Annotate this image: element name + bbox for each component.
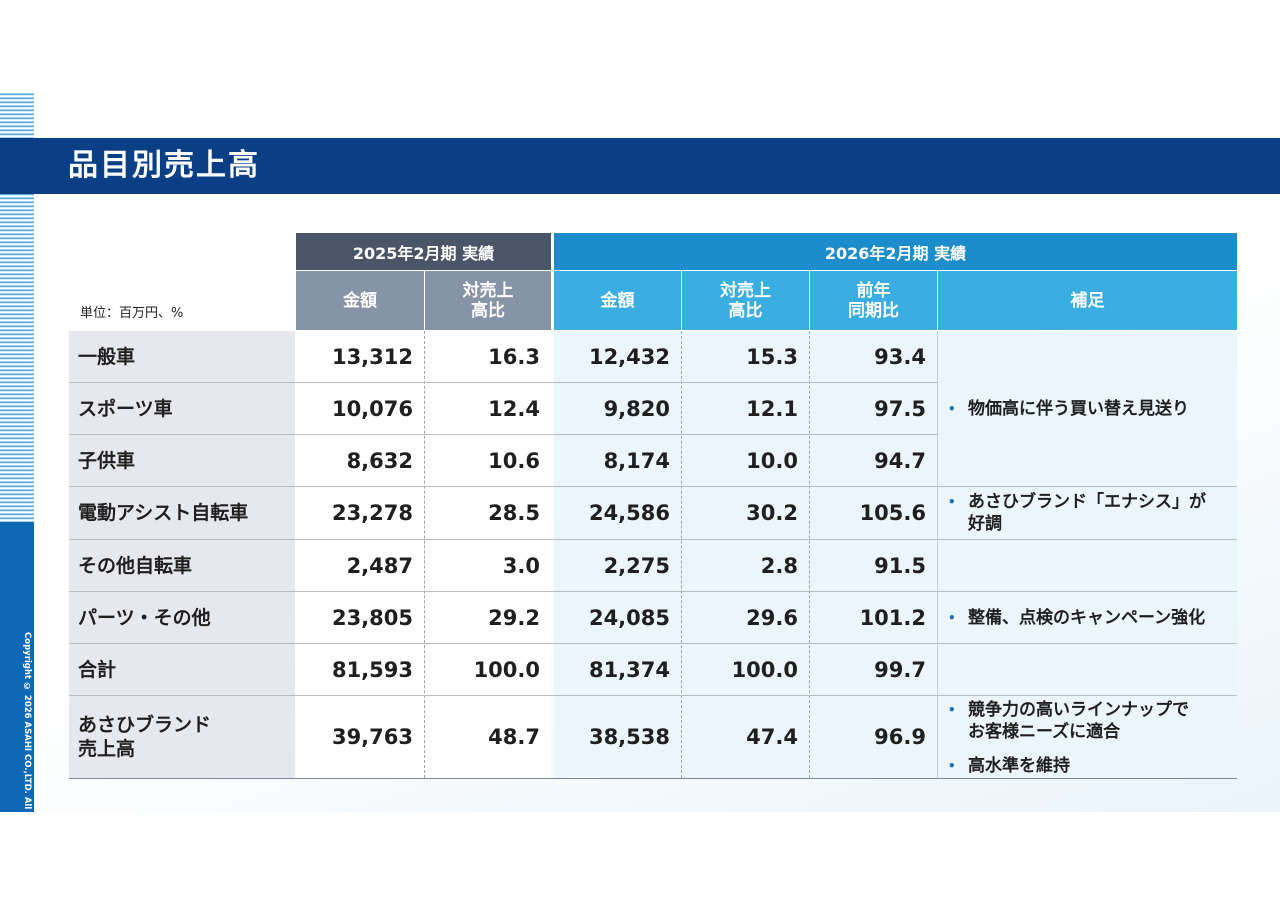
- yoy-ratio: 94.7: [874, 448, 926, 473]
- ratio-2025: 16.3: [488, 344, 540, 369]
- ratio-2026: 15.3: [746, 344, 798, 369]
- bullet-icon: •: [948, 703, 956, 717]
- ratio-2026: 47.4: [746, 725, 798, 749]
- column-divider: [681, 331, 682, 778]
- header-notes: 補足: [938, 271, 1237, 330]
- unit-label: 単位：百万円、%: [80, 306, 184, 321]
- amount-2025: 81,593: [331, 657, 413, 682]
- row-label: 子供車: [78, 449, 136, 472]
- ratio-2025: 28.5: [488, 501, 540, 525]
- ratio-2026: 29.6: [746, 605, 798, 630]
- ratio-2025: 48.7: [488, 725, 540, 749]
- amount-2025: 8,632: [346, 448, 413, 473]
- header-fy2025: 2025年2月期 実績: [296, 233, 551, 270]
- row-label-column: [69, 331, 295, 778]
- row-label: 一般車: [78, 345, 136, 368]
- amount-2026: 24,085: [588, 605, 670, 630]
- ratio-2026: 30.2: [746, 501, 798, 525]
- row-divider: [69, 382, 938, 383]
- note-item: • あさひブランド「エナシス」が 好調: [948, 492, 1206, 534]
- copyright-text: Copyright © 2026 ASAHI CO.,LTD. All Righ…: [22, 632, 32, 894]
- column-divider: [809, 331, 810, 778]
- amount-2026: 38,538: [588, 725, 670, 749]
- amount-2025: 10,076: [331, 396, 413, 421]
- row-divider: [69, 643, 1237, 644]
- ratio-2025: 3.0: [502, 553, 540, 578]
- note-item: • 整備、点検のキャンペーン強化: [948, 608, 1206, 628]
- fy2025-body: [296, 331, 551, 778]
- page-title: 品目別売上高: [68, 148, 260, 183]
- header-amount-2025: 金額: [296, 271, 424, 330]
- row-label: その他自転車: [78, 554, 193, 577]
- row-label: あさひブランド 売上高: [78, 714, 212, 760]
- amount-2026: 24,586: [588, 501, 670, 525]
- ratio-2026: 2.8: [760, 553, 798, 578]
- row-divider: [69, 591, 1237, 592]
- amount-2025: 13,312: [331, 344, 413, 369]
- header-yoy: 前年 同期比: [810, 271, 937, 330]
- bullet-icon: •: [948, 611, 956, 625]
- amount-2026: 9,820: [603, 396, 670, 421]
- title-bar: 品目別売上高: [0, 138, 1280, 194]
- amount-2025: 23,805: [331, 605, 413, 630]
- header-ratio-2025: 対売上 高比: [425, 271, 551, 330]
- column-divider: [424, 331, 425, 778]
- yoy-ratio: 96.9: [874, 725, 926, 749]
- row-divider: [69, 695, 1237, 696]
- yoy-ratio: 91.5: [874, 553, 926, 578]
- yoy-ratio: 99.7: [874, 657, 926, 682]
- row-label: スポーツ車: [78, 397, 173, 420]
- yoy-ratio: 93.4: [874, 344, 926, 369]
- amount-2025: 23,278: [331, 501, 413, 525]
- ratio-2025: 29.2: [488, 605, 540, 630]
- ratio-2026: 12.1: [746, 396, 798, 421]
- yoy-ratio: 105.6: [859, 501, 926, 525]
- column-divider: [937, 331, 938, 778]
- bullet-icon: •: [948, 759, 956, 773]
- amount-2026: 2,275: [603, 553, 670, 578]
- page-number: 11: [7, 880, 27, 895]
- row-divider: [69, 486, 1237, 487]
- ratio-2025: 100.0: [473, 657, 540, 682]
- table-bottom-border: [69, 778, 1237, 779]
- header-fy2026: 2026年2月期 実績: [554, 233, 1237, 270]
- bullet-icon: •: [948, 495, 956, 509]
- ratio-2026: 100.0: [731, 657, 798, 682]
- amount-2025: 39,763: [331, 725, 413, 749]
- ratio-2025: 10.6: [488, 448, 540, 473]
- amount-2025: 2,487: [346, 553, 413, 578]
- ratio-2026: 10.0: [746, 448, 798, 473]
- header-ratio-2026: 対売上 高比: [682, 271, 809, 330]
- amount-2026: 12,432: [588, 344, 670, 369]
- amount-2026: 81,374: [588, 657, 670, 682]
- note-item: • 競争力の高いラインナップで お客様ニーズに適合: [948, 700, 1189, 742]
- ratio-2025: 12.4: [488, 396, 540, 421]
- yoy-ratio: 97.5: [874, 396, 926, 421]
- fy2026-body: [554, 331, 1237, 778]
- row-label: 合計: [78, 658, 117, 681]
- row-label: パーツ・その他: [78, 606, 211, 629]
- note-item: • 高水準を維持: [948, 756, 1070, 776]
- header-amount-2026: 金額: [554, 271, 681, 330]
- row-divider: [69, 434, 938, 435]
- bullet-icon: •: [948, 402, 956, 416]
- note-item: • 物価高に伴う買い替え見送り: [948, 399, 1189, 419]
- row-label: 電動アシスト自転車: [78, 502, 249, 524]
- left-decorative-stripe: Copyright © 2026 ASAHI CO.,LTD. All Righ…: [0, 92, 34, 895]
- amount-2026: 8,174: [603, 448, 670, 473]
- yoy-ratio: 101.2: [859, 605, 926, 630]
- row-divider: [69, 539, 1237, 540]
